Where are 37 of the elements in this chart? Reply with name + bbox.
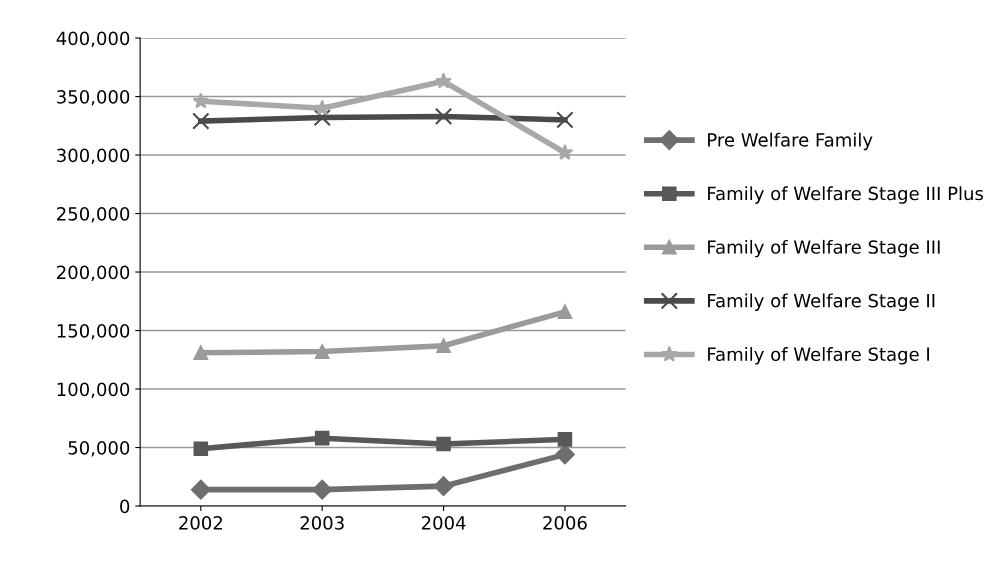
point (192, 92, 210, 109)
legend-label: Pre Welfare Family (708, 132, 873, 151)
point (557, 304, 573, 320)
legend-label: Family of Welfare Stage III Plus (708, 186, 984, 204)
point (314, 344, 330, 359)
x-tick-label: 2003 (300, 516, 344, 530)
y-tick-label: 50,000 (68, 440, 130, 457)
point (556, 111, 574, 129)
point (555, 444, 575, 465)
y-tick-label: 400,000 (56, 31, 130, 47)
point (433, 476, 454, 497)
point (556, 144, 574, 160)
point (193, 345, 209, 361)
legend-label: Family of Welfare Stage III (708, 239, 940, 258)
y-tick-label: 100,000 (57, 382, 130, 398)
point (435, 72, 452, 89)
x-tick-label: 2002 (179, 516, 222, 530)
point (434, 107, 453, 126)
point (557, 432, 573, 447)
y-tick-label: 300,000 (57, 148, 130, 164)
point (314, 430, 330, 446)
point (193, 441, 209, 456)
point (312, 479, 333, 500)
legend-label: Family of Welfare Stage I (708, 347, 929, 365)
point (192, 112, 210, 130)
x-tick-label: 2006 (543, 516, 587, 530)
y-tick-label: 150,000 (57, 323, 130, 340)
y-tick-label: 200,000 (57, 265, 130, 281)
y-tick-label: 0 (120, 499, 130, 514)
point (190, 479, 211, 500)
point (313, 108, 331, 127)
legend-label: Family of Welfare Stage II (708, 293, 935, 311)
point (436, 436, 451, 452)
y-tick-label: 250,000 (57, 206, 130, 223)
y-tick-label: 350,000 (57, 89, 130, 106)
x-tick-label: 2004 (421, 516, 466, 530)
point (436, 338, 451, 354)
